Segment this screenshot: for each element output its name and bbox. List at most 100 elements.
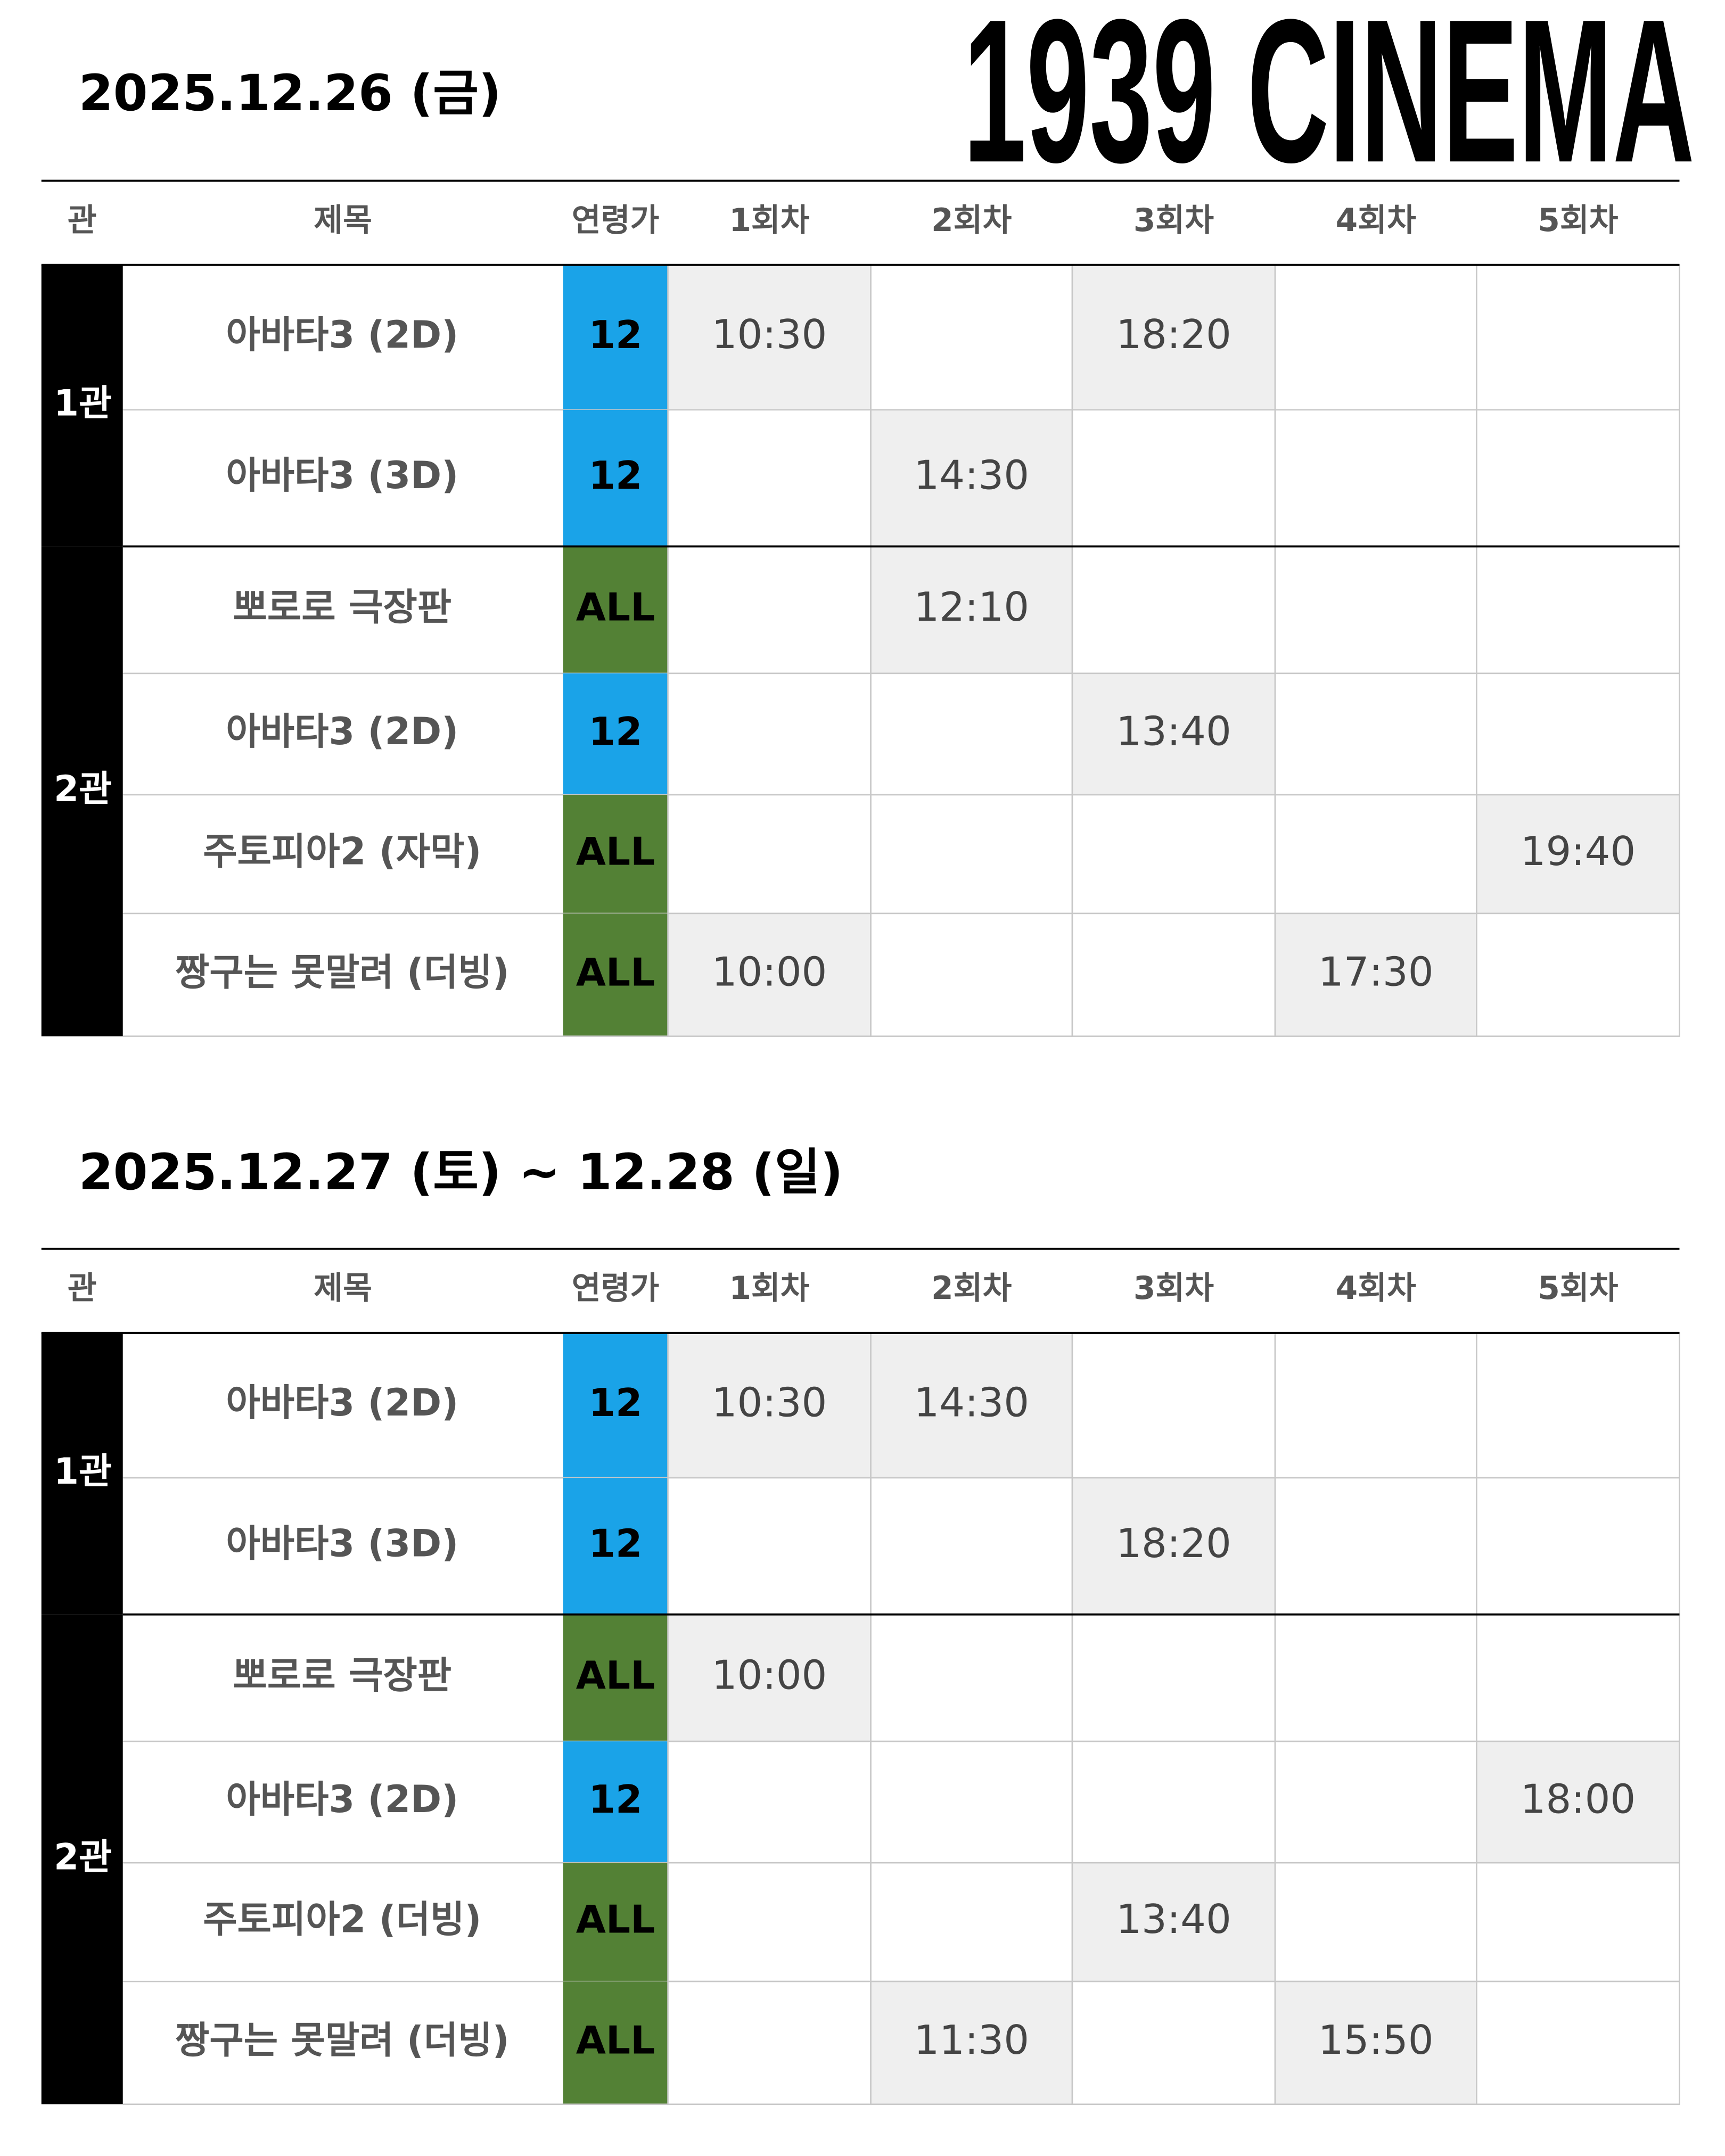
time-cell [1476, 409, 1680, 547]
movie-title: 아바타3 (3D) [226, 1521, 458, 1565]
age-rating: ALL [576, 829, 655, 874]
showtime: 10:30 [712, 311, 827, 358]
age-rating: ALL [576, 2018, 655, 2063]
column-header: 5회차 [1538, 1270, 1618, 1307]
time-cell [667, 1332, 872, 1479]
time-cell [667, 912, 872, 1037]
age-rating: ALL [576, 1653, 655, 1698]
showtime: 17:30 [1318, 949, 1434, 995]
time-cell [1071, 546, 1276, 674]
age-cell [563, 546, 668, 673]
time-cell [1071, 1980, 1276, 2105]
time-cell [1274, 264, 1477, 411]
column-header: 4회차 [1336, 1270, 1416, 1307]
schedule-date: 2025.12.27 (토) ~ 12.28 (일) [79, 1143, 843, 1202]
showtime: 14:30 [914, 452, 1029, 499]
showtime: 12:10 [914, 583, 1029, 630]
time-cell [1476, 1862, 1680, 1982]
time-cell [667, 1740, 872, 1864]
time-cell [1274, 1332, 1477, 1479]
time-cell [1071, 1862, 1276, 1982]
time-cell [1274, 1614, 1477, 1742]
column-header: 관 [68, 202, 97, 239]
showtime: 19:40 [1521, 828, 1636, 875]
movie-title: 아바타3 (2D) [226, 1778, 458, 1821]
time-cell [1476, 546, 1680, 674]
movie-title: 짱구는 못말려 (더빙) [175, 950, 510, 994]
showtime: 18:20 [1116, 1520, 1231, 1567]
time-cell [667, 1980, 872, 2105]
age-rating: 12 [589, 710, 643, 754]
time-cell [870, 546, 1073, 674]
time-cell [870, 912, 1073, 1037]
time-cell [870, 1740, 1073, 1864]
time-cell [1274, 1477, 1477, 1615]
time-cell [1476, 264, 1680, 411]
time-cell [870, 1332, 1073, 1479]
time-cell [870, 794, 1073, 915]
age-cell [563, 1478, 668, 1615]
time-cell [870, 1980, 1073, 2105]
column-header: 2회차 [931, 1270, 1012, 1307]
age-cell [563, 1863, 668, 1982]
time-cell [1071, 672, 1276, 796]
time-cell [1274, 1740, 1477, 1864]
showtime: 18:20 [1116, 311, 1231, 358]
column-header: 1회차 [729, 202, 809, 239]
showtime: 14:30 [914, 1379, 1029, 1426]
time-cell [1476, 1740, 1680, 1864]
time-cell [1071, 409, 1276, 547]
hall-cell [41, 265, 123, 547]
column-header: 관 [68, 1270, 97, 1307]
time-cell [870, 409, 1073, 547]
time-cell [1071, 1477, 1276, 1615]
time-cell [667, 264, 872, 411]
age-rating: ALL [576, 950, 655, 995]
time-cell [667, 1477, 872, 1615]
column-header: 3회차 [1133, 202, 1214, 239]
hall-cell [41, 1614, 123, 2104]
age-rating: 12 [589, 454, 643, 498]
schedule-date: 2025.12.26 (금) [79, 64, 502, 122]
time-cell [870, 1862, 1073, 1982]
time-cell [667, 672, 872, 796]
time-cell [1476, 1332, 1680, 1479]
age-cell [563, 794, 668, 914]
time-cell [1476, 794, 1680, 915]
time-cell [870, 264, 1073, 411]
column-header: 제목 [314, 1270, 372, 1307]
time-cell [1071, 912, 1276, 1037]
age-cell [563, 265, 668, 410]
showtime: 13:40 [1116, 707, 1231, 754]
cinema-title: 1939 CINEMA [963, 0, 1695, 205]
column-header: 1회차 [729, 1270, 809, 1307]
time-cell [1274, 546, 1477, 674]
age-cell [563, 913, 668, 1036]
age-rating: 12 [589, 1381, 643, 1426]
movie-title: 주토피아2 (자막) [203, 829, 481, 873]
hall-name: 2관 [54, 1836, 112, 1878]
time-cell [1476, 1614, 1680, 1742]
column-header: 연령가 [572, 202, 660, 239]
movie-title: 뽀로로 극장판 [233, 1653, 452, 1697]
age-cell [563, 1981, 668, 2104]
age-rating: ALL [576, 1898, 655, 1943]
time-cell [1274, 1862, 1477, 1982]
time-cell [870, 1614, 1073, 1742]
column-header: 4회차 [1336, 202, 1416, 239]
time-cell [1071, 1740, 1276, 1864]
time-cell [1274, 1980, 1477, 2105]
time-cell [1476, 672, 1680, 796]
column-header: 2회차 [931, 202, 1012, 239]
age-cell [563, 409, 668, 547]
column-header: 3회차 [1133, 1270, 1214, 1307]
hall-cell [41, 1332, 123, 1615]
showtime: 11:30 [914, 2017, 1029, 2063]
movie-title: 뽀로로 극장판 [233, 586, 452, 629]
hall-name: 1관 [54, 382, 112, 424]
time-cell [1476, 1980, 1680, 2105]
time-cell [1071, 1332, 1276, 1479]
column-header: 연령가 [572, 1270, 660, 1307]
time-cell [667, 794, 872, 915]
